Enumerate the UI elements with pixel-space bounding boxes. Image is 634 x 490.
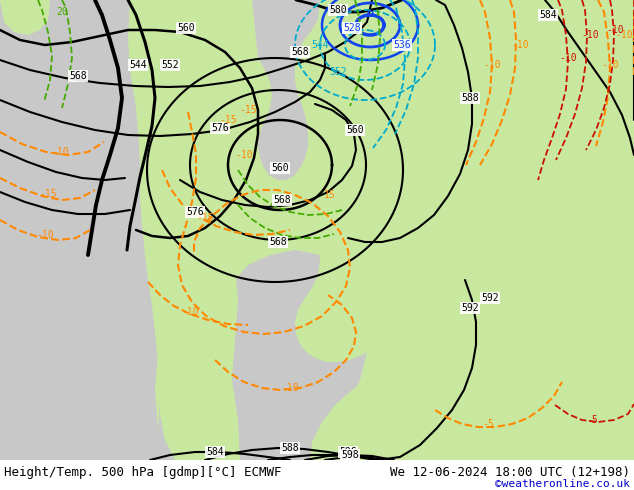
Text: -10: -10 bbox=[51, 147, 69, 157]
Text: -10: -10 bbox=[511, 40, 529, 50]
Text: 588: 588 bbox=[281, 443, 299, 453]
Text: 596: 596 bbox=[339, 447, 357, 457]
Text: 15: 15 bbox=[324, 190, 336, 200]
Text: 560: 560 bbox=[271, 163, 289, 173]
Text: 580: 580 bbox=[329, 5, 347, 15]
Text: 568: 568 bbox=[269, 237, 287, 247]
Polygon shape bbox=[0, 0, 50, 35]
Text: -15: -15 bbox=[196, 213, 214, 223]
Text: -10: -10 bbox=[615, 30, 633, 40]
Polygon shape bbox=[224, 65, 258, 105]
Text: We 12-06-2024 18:00 UTC (12+198): We 12-06-2024 18:00 UTC (12+198) bbox=[390, 466, 630, 479]
Text: O: O bbox=[366, 10, 373, 20]
Text: 536: 536 bbox=[393, 40, 411, 50]
Text: -10: -10 bbox=[181, 307, 199, 317]
Text: -10: -10 bbox=[36, 230, 54, 240]
Text: 592: 592 bbox=[461, 303, 479, 313]
Text: -15: -15 bbox=[219, 115, 237, 125]
Text: 544: 544 bbox=[129, 60, 147, 70]
Text: 544: 544 bbox=[311, 40, 329, 50]
Text: -10: -10 bbox=[281, 383, 299, 393]
Text: -10: -10 bbox=[581, 30, 598, 40]
Polygon shape bbox=[145, 0, 634, 460]
Polygon shape bbox=[310, 364, 510, 460]
Text: -10: -10 bbox=[235, 150, 253, 160]
Text: -10: -10 bbox=[559, 53, 577, 63]
Polygon shape bbox=[128, 0, 240, 460]
Text: 584: 584 bbox=[206, 447, 224, 457]
Polygon shape bbox=[318, 0, 382, 38]
Text: -10: -10 bbox=[483, 60, 501, 70]
Text: 560: 560 bbox=[177, 23, 195, 33]
Text: -10: -10 bbox=[601, 60, 619, 70]
Text: 576: 576 bbox=[186, 207, 204, 217]
Text: 552: 552 bbox=[329, 67, 347, 77]
Polygon shape bbox=[155, 380, 250, 460]
Text: 588: 588 bbox=[461, 93, 479, 103]
Text: -10: -10 bbox=[606, 25, 624, 35]
Polygon shape bbox=[250, 0, 310, 232]
Text: -5: -5 bbox=[482, 419, 494, 429]
Text: 552: 552 bbox=[161, 60, 179, 70]
Text: ©weatheronline.co.uk: ©weatheronline.co.uk bbox=[495, 479, 630, 489]
Text: 568: 568 bbox=[273, 195, 291, 205]
Text: -15: -15 bbox=[39, 189, 57, 199]
Polygon shape bbox=[75, 0, 158, 460]
Polygon shape bbox=[275, 0, 480, 362]
Text: -15: -15 bbox=[239, 105, 257, 115]
Text: 560: 560 bbox=[346, 125, 364, 135]
Text: 568: 568 bbox=[69, 71, 87, 81]
Text: Height/Temp. 500 hPa [gdmp][°C] ECMWF: Height/Temp. 500 hPa [gdmp][°C] ECMWF bbox=[4, 466, 281, 479]
Text: 528: 528 bbox=[343, 23, 361, 33]
Text: 568: 568 bbox=[291, 47, 309, 57]
Polygon shape bbox=[0, 0, 135, 460]
Text: -5: -5 bbox=[586, 415, 598, 425]
Text: 576: 576 bbox=[211, 123, 229, 133]
Text: 20: 20 bbox=[56, 7, 68, 17]
Text: 592: 592 bbox=[481, 293, 499, 303]
Text: 584: 584 bbox=[539, 10, 557, 20]
Polygon shape bbox=[252, 0, 320, 180]
Text: 598: 598 bbox=[341, 450, 359, 460]
